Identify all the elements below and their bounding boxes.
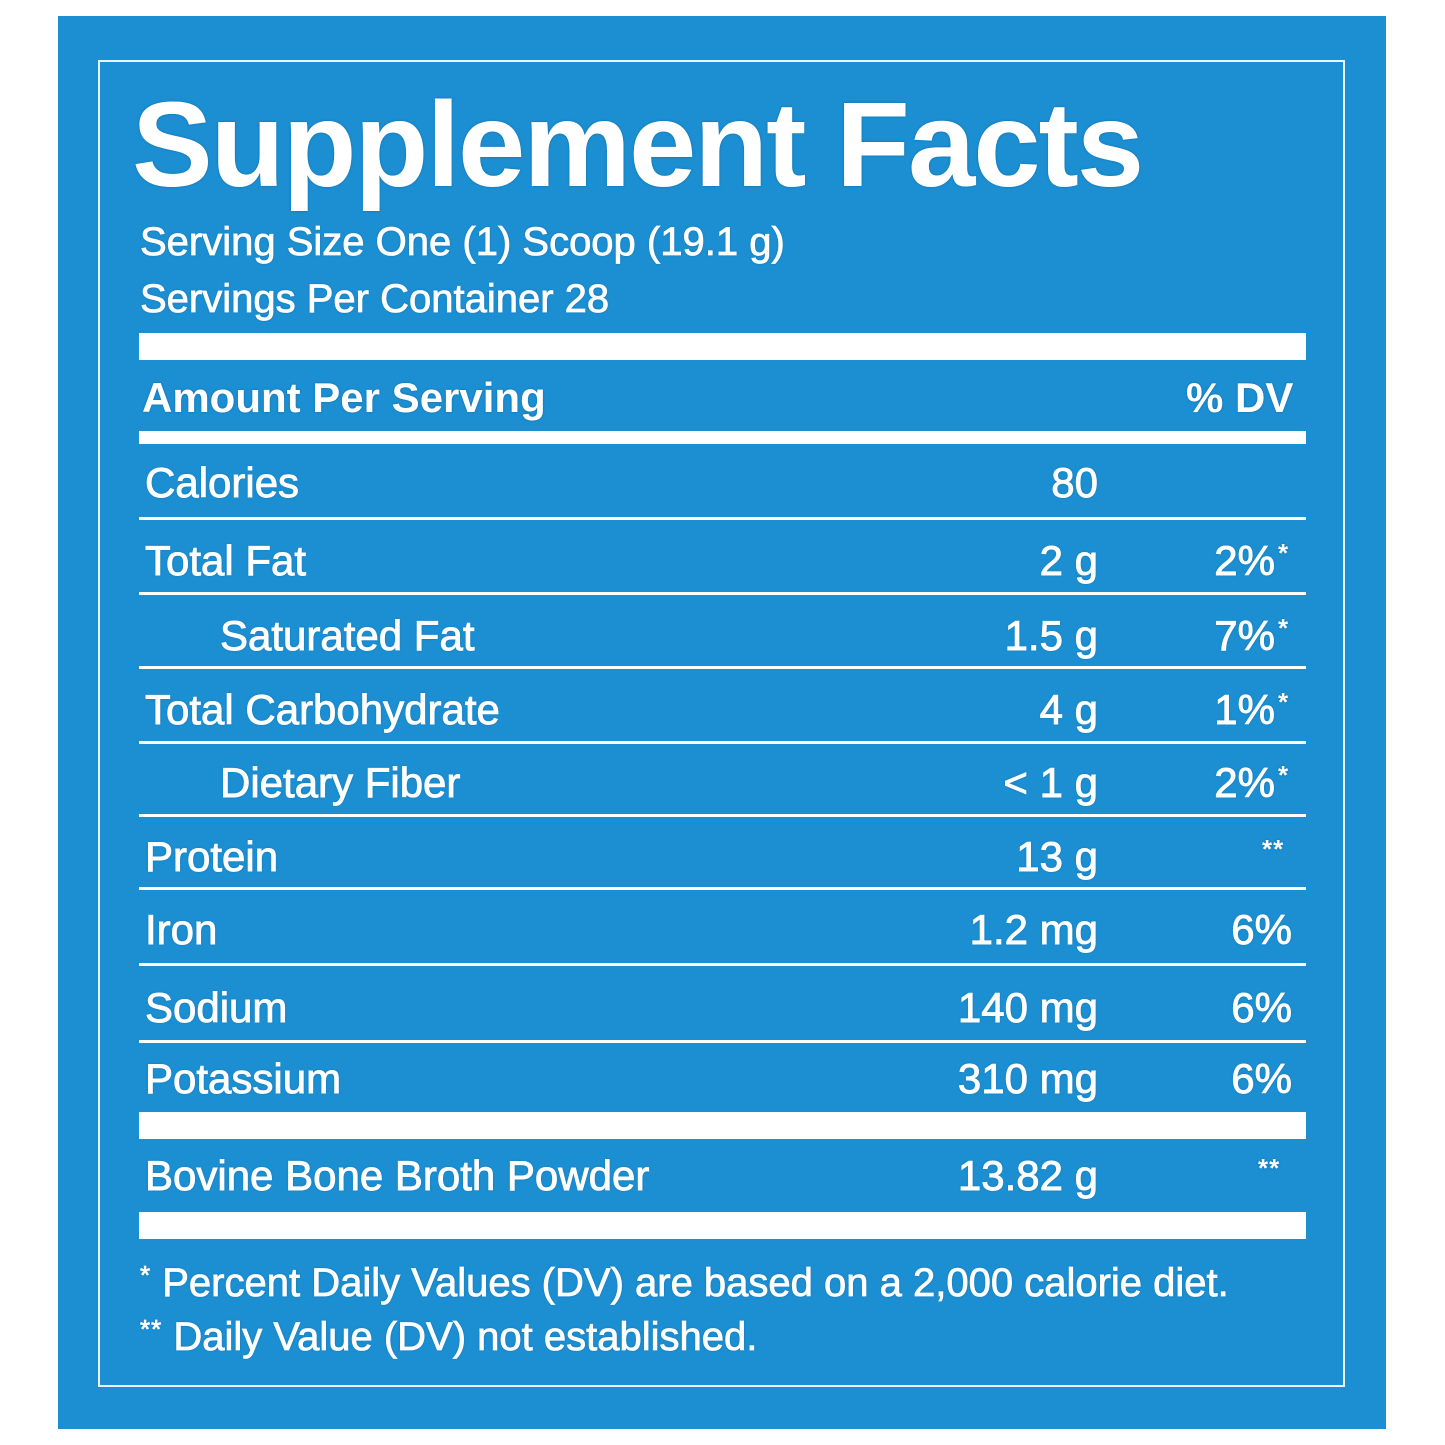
- thick-divider-middle: [139, 1112, 1306, 1139]
- label-border: [98, 60, 1345, 1387]
- thick-divider-bottom: [139, 1212, 1306, 1239]
- footnote-marker: **: [140, 1314, 163, 1344]
- row-divider: [139, 592, 1306, 595]
- nutrient-dv-saturated-fat: 7%: [1214, 612, 1276, 659]
- nutrient-amount-sodium: 140 mg: [957, 984, 1098, 1031]
- nutrient-label-potassium: Potassium: [145, 1055, 342, 1102]
- footnote-marker: *: [140, 1260, 152, 1290]
- nutrient-amount-iron: 1.2 mg: [969, 906, 1098, 953]
- footnote-marker: **: [1262, 834, 1285, 864]
- ingredient-label-bone-broth: Bovine Bone Broth Powder: [145, 1152, 650, 1199]
- footnote-single-star: * Percent Daily Values (DV) are based on…: [140, 1260, 1230, 1305]
- servings-per-container: Servings Per Container 28: [140, 277, 610, 321]
- footnote-marker: *: [1278, 538, 1290, 568]
- nutrient-label-calories: Calories: [145, 459, 300, 506]
- nutrient-dv-sodium: 6%: [1231, 984, 1293, 1031]
- nutrient-label-total-carbohydrate: Total Carbohydrate: [145, 686, 501, 733]
- nutrient-dv-total-carbohydrate: 1%: [1214, 686, 1276, 733]
- dv-header: % DV: [1186, 374, 1294, 421]
- row-divider: [139, 963, 1306, 966]
- label-title: Supplement Facts: [132, 76, 1144, 212]
- nutrient-dv-iron: 6%: [1231, 906, 1293, 953]
- nutrient-label-protein: Protein: [145, 833, 279, 880]
- footnote-marker: *: [1278, 687, 1290, 717]
- thick-divider-top: [139, 333, 1306, 360]
- row-divider: [139, 887, 1306, 890]
- row-divider: [139, 814, 1306, 817]
- nutrient-label-saturated-fat: Saturated Fat: [220, 612, 475, 659]
- row-divider: [139, 666, 1306, 669]
- nutrient-amount-calories: 80: [1051, 459, 1099, 506]
- nutrient-dv-potassium: 6%: [1231, 1055, 1293, 1102]
- label-panel: [58, 16, 1386, 1429]
- medium-divider: [139, 431, 1306, 444]
- nutrient-label-dietary-fiber: Dietary Fiber: [220, 759, 461, 806]
- footnote-marker: *: [1278, 613, 1290, 643]
- row-divider: [139, 1040, 1306, 1043]
- nutrient-amount-saturated-fat: 1.5 g: [1004, 612, 1098, 659]
- nutrient-label-sodium: Sodium: [145, 984, 288, 1031]
- footnote-text: Daily Value (DV) not established.: [173, 1315, 758, 1359]
- footnote-marker: **: [1258, 1153, 1281, 1183]
- nutrient-label-total-fat: Total Fat: [145, 537, 307, 584]
- footnote-text: Percent Daily Values (DV) are based on a…: [162, 1261, 1229, 1305]
- ingredient-amount-bone-broth: 13.82 g: [957, 1152, 1098, 1199]
- nutrient-amount-dietary-fiber: < 1 g: [1003, 759, 1098, 806]
- nutrient-amount-total-fat: 2 g: [1039, 537, 1098, 584]
- nutrient-amount-potassium: 310 mg: [957, 1055, 1098, 1102]
- nutrient-dv-dietary-fiber: 2%: [1214, 759, 1276, 806]
- amount-per-serving-header: Amount Per Serving: [142, 374, 546, 421]
- footnote-double-star: ** Daily Value (DV) not established.: [140, 1314, 758, 1359]
- nutrient-dv-total-fat: 2%: [1214, 537, 1276, 584]
- row-divider: [139, 741, 1306, 744]
- nutrient-amount-total-carbohydrate: 4 g: [1039, 686, 1098, 733]
- footnote-marker: *: [1278, 760, 1290, 790]
- nutrient-amount-protein: 13 g: [1016, 833, 1099, 880]
- row-divider: [139, 517, 1306, 520]
- serving-size: Serving Size One (1) Scoop (19.1 g): [140, 220, 786, 264]
- nutrient-label-iron: Iron: [145, 906, 218, 953]
